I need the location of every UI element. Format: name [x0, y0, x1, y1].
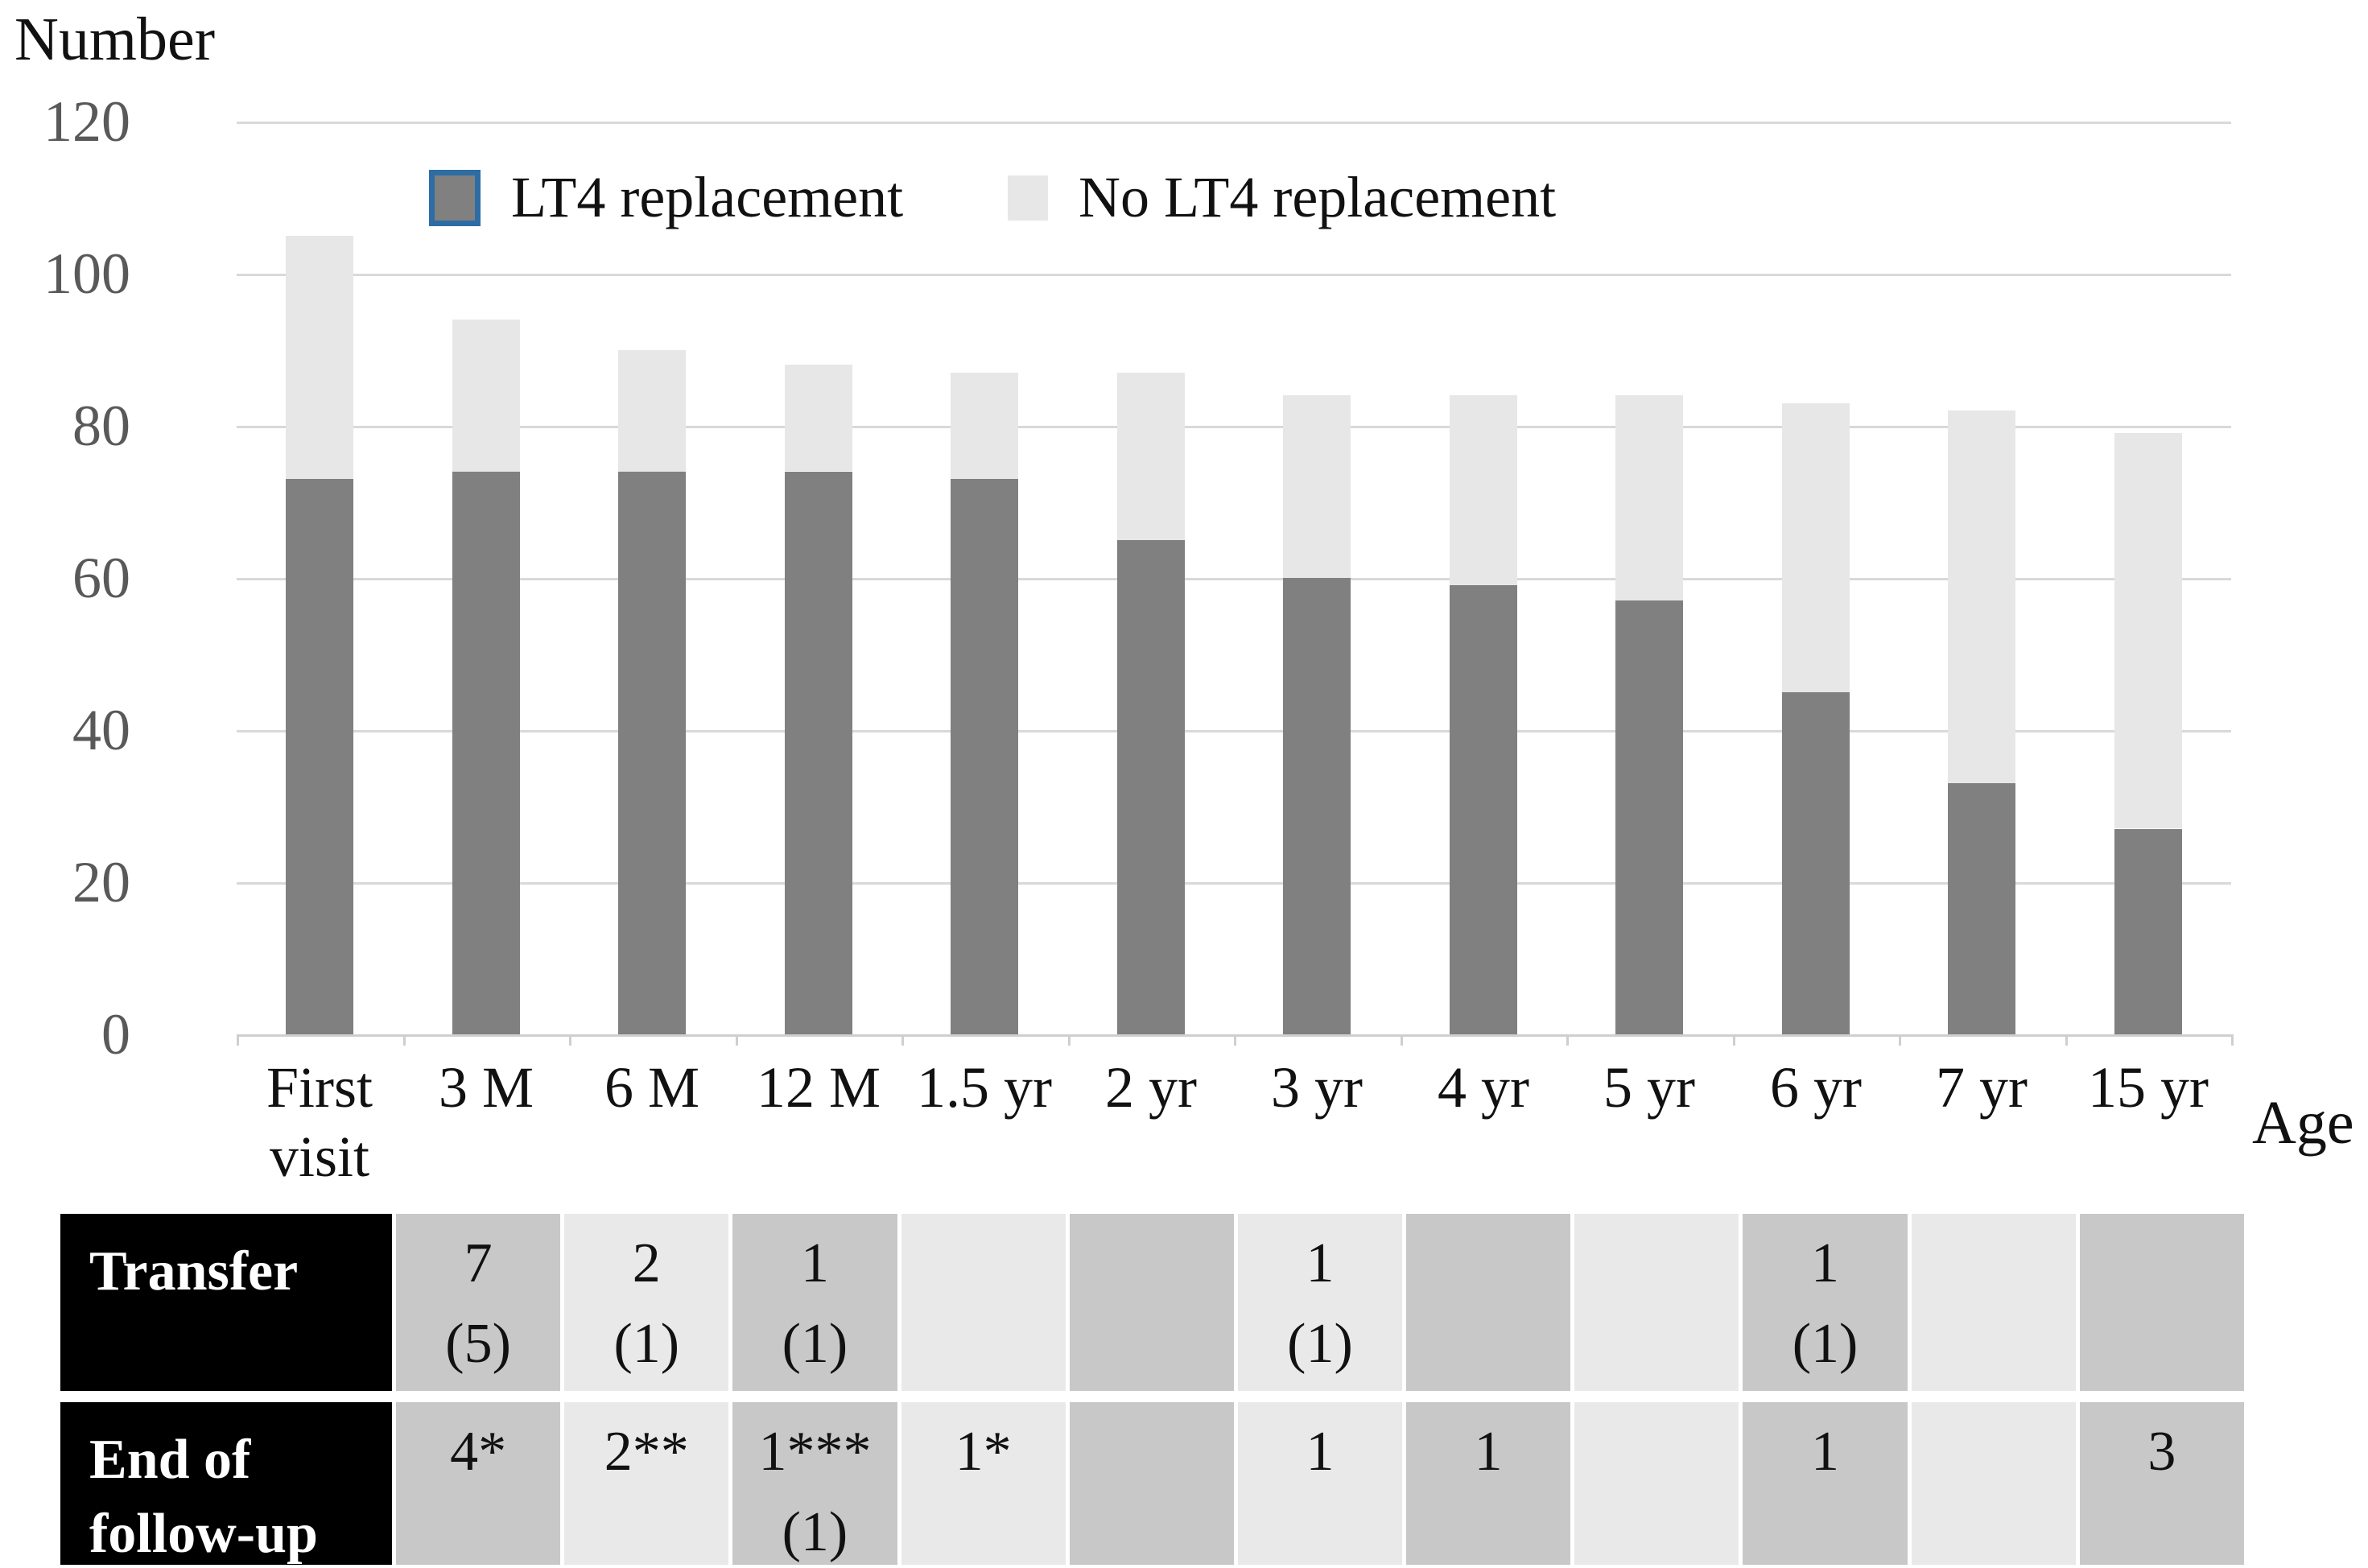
x-axis-tick: [403, 1034, 406, 1046]
x-axis-tick: [901, 1034, 904, 1046]
bar-segment-lt4: [618, 472, 686, 1034]
table-cell: [1574, 1402, 1739, 1565]
table-cell: 3: [2079, 1402, 2244, 1565]
bar-segment-lt4: [2114, 829, 2182, 1034]
x-axis-tick: [736, 1034, 738, 1046]
bar-segment-no-lt4: [286, 236, 353, 479]
table-row-header: End of follow-up: [60, 1402, 392, 1565]
x-axis-tick: [1899, 1034, 1901, 1046]
table-cell: 1: [1406, 1402, 1571, 1565]
bar-segment-no-lt4: [951, 373, 1018, 479]
bar-segment-no-lt4: [1782, 403, 1850, 692]
x-axis-tick: [1733, 1034, 1735, 1046]
x-tick-label: 6 yr: [1770, 1055, 1862, 1120]
x-tick-label: 3 yr: [1271, 1055, 1363, 1120]
table-row-header: Transfer: [60, 1214, 392, 1391]
bar-segment-lt4: [1117, 540, 1185, 1034]
table-cell: 4*: [396, 1402, 561, 1565]
bar-segment-no-lt4: [1117, 373, 1185, 540]
x-tick-label: 12 M: [756, 1055, 881, 1120]
table-cell: [1069, 1402, 1234, 1565]
y-tick-label: 60: [72, 546, 130, 610]
x-tick-label: 6 M: [604, 1055, 700, 1120]
x-axis-tick: [1401, 1034, 1403, 1046]
bar-segment-lt4: [1948, 783, 2015, 1034]
bar-segment-lt4: [951, 479, 1018, 1034]
x-tick-label: 2 yr: [1105, 1055, 1197, 1120]
bar-segment-no-lt4: [2114, 433, 2182, 828]
bar-segment-lt4: [286, 479, 353, 1034]
table-cell: 1 (1): [1743, 1214, 1908, 1391]
x-axis-tick: [2065, 1034, 2068, 1046]
x-tick-label: 3 M: [438, 1055, 534, 1120]
table-cell: 1*: [901, 1402, 1066, 1565]
y-tick-label: 0: [101, 1002, 130, 1067]
table-cell: 2 (1): [564, 1214, 729, 1391]
gridline: [237, 882, 2231, 885]
table-cell: 1 (1): [1237, 1214, 1403, 1391]
bar-segment-no-lt4: [785, 365, 852, 471]
bar-segment-lt4: [1615, 600, 1683, 1034]
bar-segment-lt4: [1450, 585, 1517, 1034]
table-cell: 1 (1): [732, 1214, 897, 1391]
legend-item-lt4: LT4 replacement: [429, 164, 903, 231]
legend-swatch-lt4-icon: [429, 169, 481, 226]
bar-segment-no-lt4: [1283, 395, 1351, 578]
bar-segment-no-lt4: [618, 350, 686, 472]
y-tick-label: 80: [72, 394, 130, 458]
legend-item-no-lt4: No LT4 replacement: [1008, 164, 1556, 231]
x-axis-tick: [1068, 1034, 1071, 1046]
y-tick-label: 100: [43, 241, 130, 306]
legend-label-lt4: LT4 replacement: [511, 165, 904, 229]
bar-segment-no-lt4: [452, 320, 520, 472]
table-cell: [1406, 1214, 1571, 1391]
table-cell: 1: [1237, 1402, 1403, 1565]
bar-segment-no-lt4: [1615, 395, 1683, 600]
bar-segment-lt4: [1283, 578, 1351, 1034]
bar-segment-no-lt4: [1450, 395, 1517, 585]
x-axis-tick: [237, 1034, 239, 1046]
x-tick-label: 15 yr: [2088, 1055, 2209, 1120]
table-cell: [1911, 1214, 2076, 1391]
gridline: [237, 274, 2231, 276]
legend-swatch-no-lt4-icon: [1008, 175, 1048, 221]
bar-segment-no-lt4: [1948, 411, 2015, 783]
x-tick-label: 4 yr: [1438, 1055, 1529, 1120]
table-cell: [1069, 1214, 1234, 1391]
data-table: Transfer 7 (5) 2 (1) 1 (1) 1 (1) 1 (1) End of follo…: [60, 1214, 2244, 1565]
table-cell: 1*** (1): [732, 1402, 897, 1565]
bar-segment-lt4: [1782, 692, 1850, 1034]
x-axis-title: Age: [2252, 1089, 2354, 1157]
x-axis-tick: [569, 1034, 571, 1046]
y-tick-label: 20: [72, 850, 130, 914]
y-axis-title: Number: [14, 6, 216, 73]
x-tick-label: First visit: [266, 1055, 373, 1189]
x-tick-label: 1.5 yr: [917, 1055, 1052, 1120]
y-tick-label: 40: [72, 698, 130, 762]
table-cell: 2**: [564, 1402, 729, 1565]
y-tick-label: 120: [43, 89, 130, 154]
gridline: [237, 578, 2231, 580]
table-cell: 1: [1743, 1402, 1908, 1565]
table-cell: [1574, 1214, 1739, 1391]
x-tick-label: 5 yr: [1603, 1055, 1695, 1120]
x-axis-tick: [1234, 1034, 1236, 1046]
legend-label-no-lt4: No LT4 replacement: [1079, 165, 1557, 229]
x-axis-tick: [2231, 1034, 2234, 1046]
x-tick-label: 7 yr: [1936, 1055, 2028, 1120]
bar-segment-lt4: [452, 472, 520, 1034]
gridline: [237, 730, 2231, 732]
table-cell: [901, 1214, 1066, 1391]
table-cell: [1911, 1402, 2076, 1565]
x-axis-tick: [1566, 1034, 1569, 1046]
table-cell: 7 (5): [396, 1214, 561, 1391]
gridline: [237, 122, 2231, 124]
gridline: [237, 426, 2231, 428]
bar-segment-lt4: [785, 472, 852, 1034]
table-cell: [2079, 1214, 2244, 1391]
